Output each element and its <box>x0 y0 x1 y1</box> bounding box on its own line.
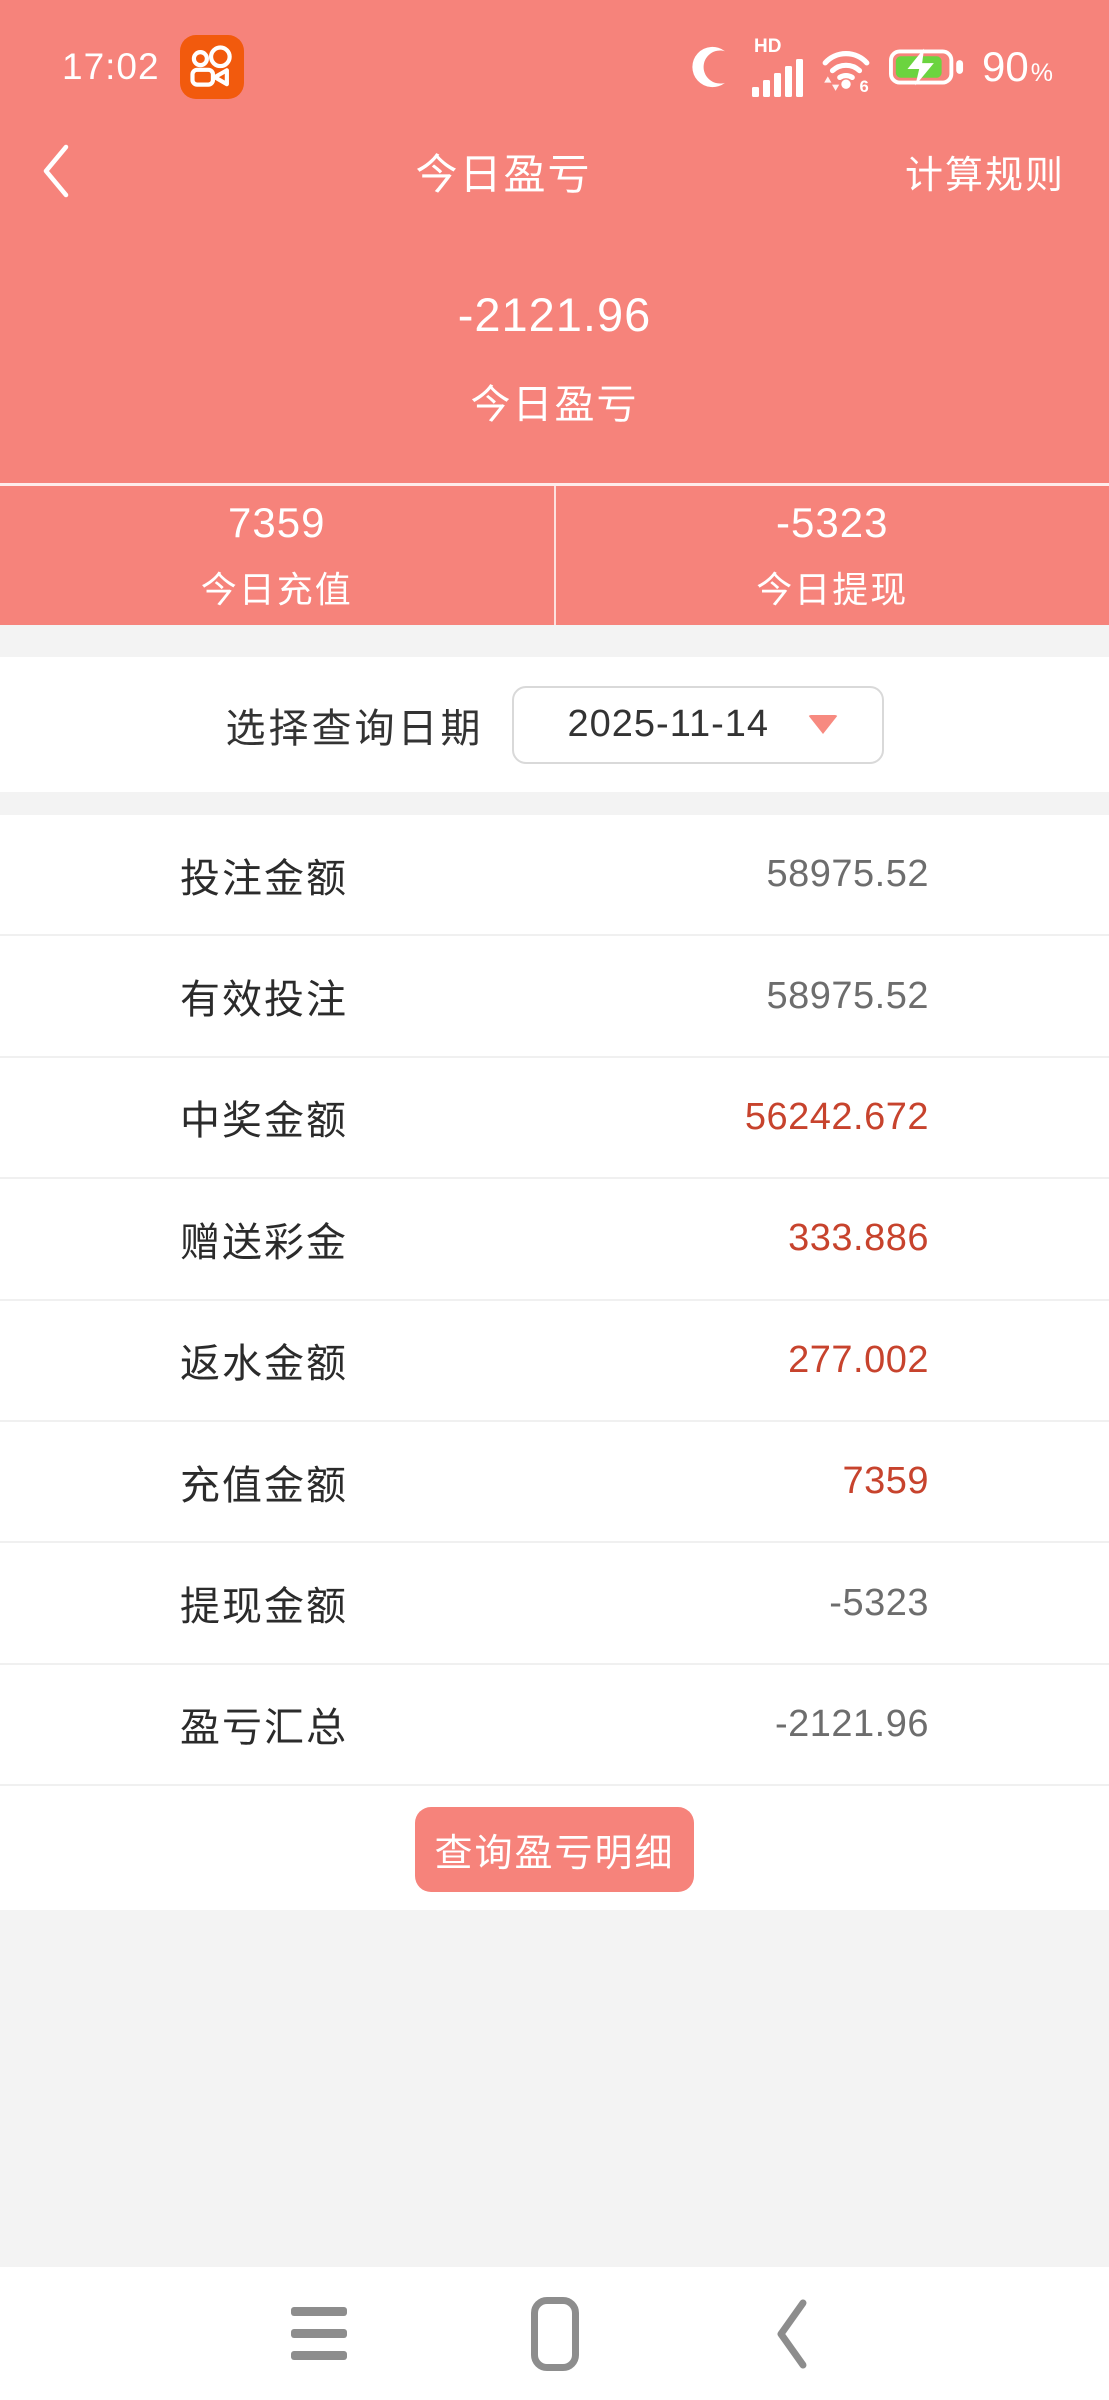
svg-text:6: 6 <box>860 77 869 92</box>
back-chevron-icon <box>43 144 69 198</box>
back-arrow-icon <box>777 2299 806 2369</box>
profit-detail-list: 投注金额 58975.52 有效投注 58975.52 中奖金额 56242.6… <box>0 815 1109 1787</box>
today-deposit-value: 7359 <box>228 498 326 546</box>
row-label: 盈亏汇总 <box>180 1706 348 1751</box>
today-withdraw-cell: -5323 今日提现 <box>553 486 1109 625</box>
system-back-button[interactable] <box>761 2294 821 2374</box>
action-section: 查询盈亏明细 <box>0 1786 1109 1911</box>
list-item: 中奖金额 56242.672 <box>0 1058 1109 1180</box>
row-value: 58975.52 <box>766 974 929 1017</box>
today-deposit-label: 今日充值 <box>200 568 353 610</box>
today-deposit-cell: 7359 今日充值 <box>0 486 554 625</box>
hero-section: 17:02 HD <box>0 0 1109 625</box>
row-value: 277.002 <box>788 1338 929 1381</box>
today-profit-value: -2121.96 <box>457 288 652 341</box>
back-button[interactable] <box>42 143 102 199</box>
date-picker-label: 选择查询日期 <box>225 706 484 751</box>
list-item: 返水金额 277.002 <box>0 1301 1109 1422</box>
list-item: 投注金额 58975.52 <box>0 815 1109 937</box>
list-item: 充值金额 7359 <box>0 1422 1109 1544</box>
row-label: 返水金额 <box>180 1342 348 1387</box>
home-icon <box>530 2296 579 2371</box>
system-navigation-bar <box>0 2267 1109 2400</box>
camera-logo-icon <box>190 45 232 87</box>
status-left: 17:02 <box>62 35 244 99</box>
recents-icon <box>290 2307 347 2361</box>
row-label: 投注金额 <box>180 856 348 901</box>
list-item: 有效投注 58975.52 <box>0 936 1109 1058</box>
date-select[interactable]: 2025-11-14 <box>511 685 884 764</box>
row-value: 7359 <box>842 1460 929 1503</box>
footer-spacer <box>0 1910 1109 2268</box>
row-value: 333.886 <box>788 1217 929 1260</box>
date-select-value: 2025-11-14 <box>567 703 770 745</box>
deposit-withdraw-strip: 7359 今日充值 -5323 今日提现 <box>0 483 1109 625</box>
recents-button[interactable] <box>289 2294 349 2374</box>
date-picker-section: 选择查询日期 2025-11-14 <box>0 657 1109 792</box>
today-profit-label: 今日盈亏 <box>470 383 639 427</box>
clock-time: 17:02 <box>62 46 160 87</box>
row-value: 58975.52 <box>766 853 929 896</box>
row-label: 提现金额 <box>180 1585 348 1630</box>
app-header: 今日盈亏 计算规则 <box>0 112 1109 230</box>
row-value: 56242.672 <box>744 1095 929 1138</box>
dropdown-arrow-icon <box>807 715 838 734</box>
row-label: 有效投注 <box>180 978 348 1023</box>
battery-charging-icon <box>889 48 964 86</box>
hd-badge: HD <box>754 36 782 57</box>
today-withdraw-value: -5323 <box>776 498 889 546</box>
wifi-icon: 6 <box>822 51 870 92</box>
list-item: 盈亏汇总 -2121.96 <box>0 1665 1109 1787</box>
query-detail-button[interactable]: 查询盈亏明细 <box>415 1807 694 1893</box>
signal-bars-icon <box>752 59 804 97</box>
status-bar: 17:02 HD <box>0 0 1109 112</box>
row-label: 中奖金额 <box>180 1099 348 1144</box>
row-label: 赠送彩金 <box>180 1220 348 1265</box>
separator-band <box>0 625 1109 657</box>
page-title: 今日盈亏 <box>415 150 592 198</box>
calc-rules-link[interactable]: 计算规则 <box>904 154 1065 197</box>
separator-band <box>0 792 1109 815</box>
dnd-moon-icon <box>692 46 725 88</box>
row-value: -2121.96 <box>774 1702 929 1745</box>
battery-percent: 90 % <box>982 43 1053 90</box>
row-value: -5323 <box>829 1581 929 1624</box>
today-summary: -2121.96 今日盈亏 <box>0 230 1109 483</box>
list-item: 赠送彩金 333.886 <box>0 1179 1109 1301</box>
today-withdraw-label: 今日提现 <box>756 568 909 610</box>
cellular-signal-icon: HD <box>752 36 804 97</box>
row-label: 充值金额 <box>180 1463 348 1508</box>
home-button[interactable] <box>525 2294 585 2374</box>
list-item: 提现金额 -5323 <box>0 1543 1109 1665</box>
status-right: HD 6 <box>689 37 1053 97</box>
kuaishou-app-icon <box>179 35 244 99</box>
